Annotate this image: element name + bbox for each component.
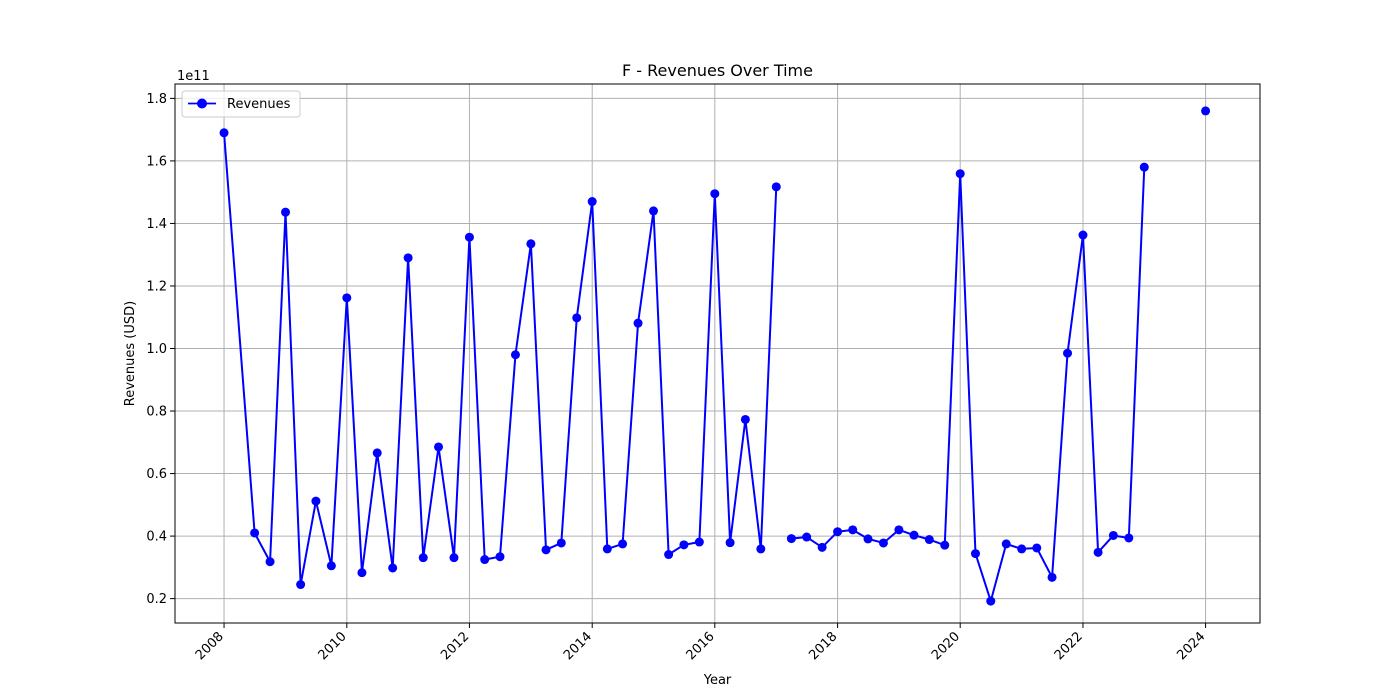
data-point: [1001, 539, 1011, 549]
data-point: [878, 538, 888, 548]
data-point: [265, 557, 275, 567]
data-point: [602, 544, 612, 554]
data-point: [756, 544, 766, 554]
data-point: [924, 535, 934, 545]
data-point: [618, 539, 628, 549]
data-point: [1047, 572, 1057, 582]
y-axis-offset-label: 1e11: [177, 69, 210, 84]
data-point: [1078, 230, 1088, 240]
legend-marker-swatch: [197, 98, 207, 109]
y-tick-label: 1.0: [146, 342, 167, 357]
data-point: [1139, 162, 1149, 172]
grid-lines: [175, 84, 1260, 623]
x-axis-label: Year: [703, 673, 732, 688]
data-point: [388, 563, 398, 573]
data-point: [802, 532, 812, 542]
data-point: [1201, 106, 1211, 116]
data-point: [710, 189, 720, 199]
data-point: [1063, 348, 1073, 358]
data-point: [449, 553, 459, 563]
data-point: [679, 540, 689, 550]
data-point: [894, 525, 904, 535]
y-axis-label: Revenues (USD): [123, 301, 138, 406]
data-point: [955, 169, 965, 179]
data-point: [403, 253, 413, 263]
data-point: [817, 542, 827, 552]
data-point: [986, 596, 996, 606]
legend: Revenues: [181, 90, 301, 118]
data-point: [1093, 547, 1103, 557]
data-point: [786, 534, 796, 544]
legend-label: Revenues: [227, 97, 291, 112]
data-point: [556, 538, 566, 548]
data-point: [418, 553, 428, 563]
data-point: [863, 534, 873, 544]
data-point: [694, 537, 704, 547]
data-point: [219, 128, 229, 138]
data-point: [281, 207, 291, 217]
data-point: [526, 239, 536, 249]
data-point: [480, 555, 490, 565]
data-point: [940, 540, 950, 550]
y-tick-label: 0.2: [146, 592, 167, 607]
data-point: [649, 206, 659, 216]
data-point: [970, 549, 980, 559]
data-point: [848, 525, 858, 535]
data-point: [326, 561, 336, 571]
series-points: [219, 106, 1211, 606]
data-point: [909, 530, 919, 540]
data-point: [541, 545, 551, 555]
data-point: [833, 527, 843, 537]
data-point: [740, 414, 750, 424]
data-point: [464, 232, 474, 242]
data-point: [1032, 543, 1042, 553]
data-point: [296, 580, 306, 590]
y-tick-label: 1.2: [146, 279, 167, 294]
y-tick-label: 1.4: [146, 217, 167, 232]
data-point: [250, 528, 260, 538]
data-point: [342, 293, 352, 303]
y-tick-label: 1.8: [146, 92, 167, 107]
data-point: [495, 552, 505, 562]
data-point: [510, 350, 520, 360]
y-axis-ticks: 0.2 0.4 0.6 0.8 1.0 1.2 1.4 1.6 1.8: [146, 92, 175, 607]
data-point: [771, 182, 781, 192]
data-point: [311, 496, 321, 506]
y-tick-label: 0.6: [146, 467, 167, 482]
data-point: [1017, 544, 1027, 554]
data-point: [725, 538, 735, 548]
data-point: [587, 197, 597, 207]
data-point: [1124, 533, 1134, 543]
data-point: [357, 568, 367, 578]
y-tick-label: 0.4: [146, 530, 167, 545]
data-point: [1108, 530, 1118, 540]
y-tick-label: 1.6: [146, 154, 167, 169]
data-point: [372, 448, 382, 458]
data-point: [434, 442, 444, 452]
y-tick-label: 0.8: [146, 405, 167, 420]
data-point: [664, 550, 674, 560]
data-point: [572, 313, 582, 323]
plot-area-frame: [174, 83, 1261, 624]
data-point: [633, 318, 643, 328]
legend-box: [181, 90, 301, 118]
chart-title: F - Revenues Over Time: [622, 61, 813, 80]
